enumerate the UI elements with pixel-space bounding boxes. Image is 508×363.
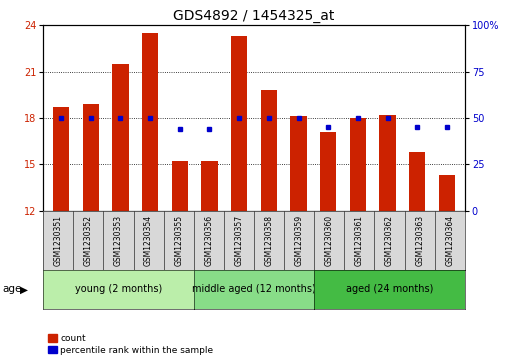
Text: GSM1230363: GSM1230363: [415, 215, 424, 266]
Text: GSM1230356: GSM1230356: [204, 215, 213, 266]
Bar: [201, 161, 217, 211]
Text: GSM1230364: GSM1230364: [445, 215, 454, 266]
Bar: [231, 36, 247, 211]
Bar: [112, 64, 129, 211]
Bar: [350, 118, 366, 211]
Bar: [379, 115, 396, 211]
Text: GSM1230352: GSM1230352: [84, 215, 93, 266]
Text: aged (24 months): aged (24 months): [346, 285, 433, 294]
Bar: [320, 132, 336, 211]
Bar: [261, 90, 277, 211]
Text: ▶: ▶: [20, 285, 28, 294]
Bar: [439, 175, 455, 211]
Legend: count, percentile rank within the sample: count, percentile rank within the sample: [48, 334, 213, 355]
Bar: [291, 117, 307, 211]
Text: GSM1230358: GSM1230358: [265, 215, 274, 266]
Bar: [53, 107, 69, 211]
Text: GSM1230355: GSM1230355: [174, 215, 183, 266]
Text: GSM1230351: GSM1230351: [54, 215, 63, 266]
Text: middle aged (12 months): middle aged (12 months): [192, 285, 316, 294]
Text: GSM1230357: GSM1230357: [234, 215, 243, 266]
Text: age: age: [3, 285, 22, 294]
Bar: [142, 33, 158, 211]
Text: GSM1230361: GSM1230361: [355, 215, 364, 266]
Text: GSM1230360: GSM1230360: [325, 215, 334, 266]
Text: GSM1230362: GSM1230362: [385, 215, 394, 266]
Text: GSM1230354: GSM1230354: [144, 215, 153, 266]
Text: GSM1230359: GSM1230359: [295, 215, 304, 266]
Bar: [82, 104, 99, 211]
Bar: [172, 161, 188, 211]
Bar: [409, 152, 426, 211]
Text: GDS4892 / 1454325_at: GDS4892 / 1454325_at: [173, 9, 335, 23]
Text: GSM1230353: GSM1230353: [114, 215, 123, 266]
Text: young (2 months): young (2 months): [75, 285, 162, 294]
